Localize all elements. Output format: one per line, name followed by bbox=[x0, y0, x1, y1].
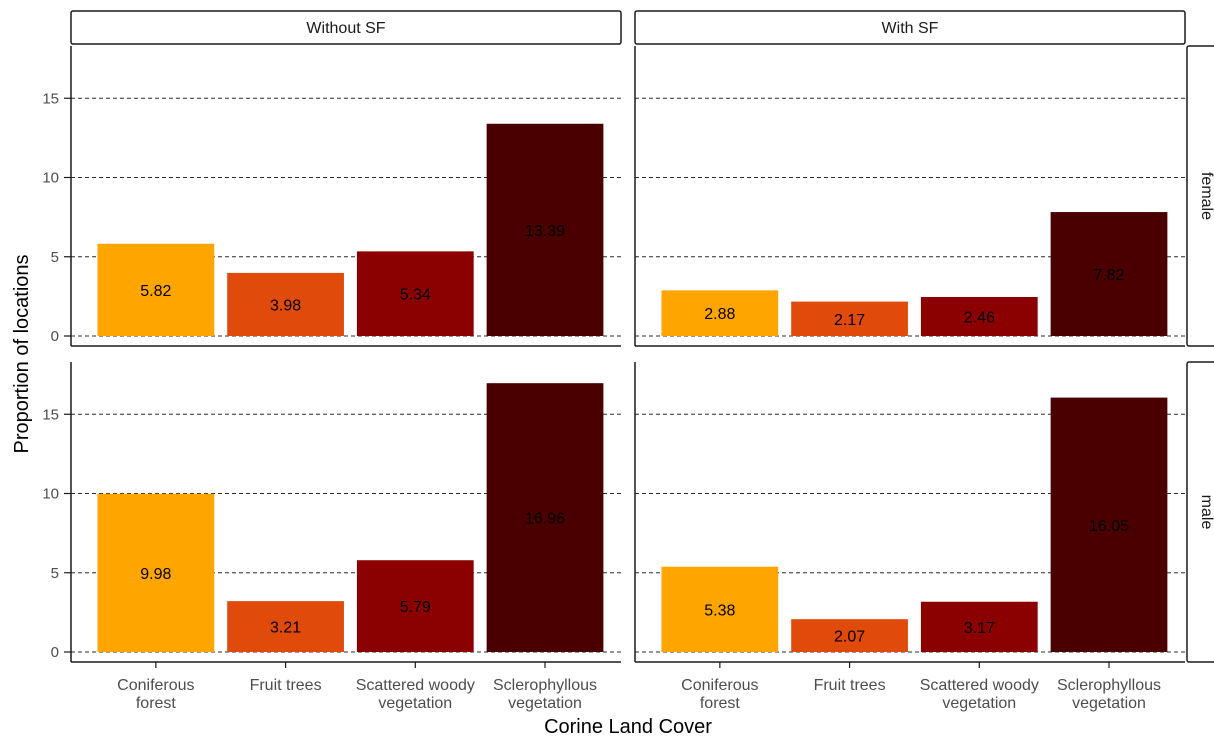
y-tick-label-male-5: 5 bbox=[51, 565, 59, 582]
x-tick-label-with-sf-fruit-trees: Fruit trees bbox=[814, 677, 886, 694]
grid-lines bbox=[71, 97, 1185, 653]
bar-without-sf-male-fruit-trees bbox=[227, 601, 344, 652]
y-tick-label-female-10: 10 bbox=[42, 170, 59, 187]
strip-box-with-sf bbox=[634, 10, 1186, 45]
y-tick-label-male-10: 10 bbox=[42, 486, 59, 503]
x-tick-label-without-sf-coniferous-forest: Coniferous forest bbox=[117, 677, 194, 712]
bar-without-sf-female-coniferous-forest bbox=[97, 243, 215, 336]
bar-with-sf-female-fruit-trees bbox=[791, 301, 908, 336]
data-label-without-sf-female-2: 3.98 bbox=[270, 297, 301, 314]
strip-label-female: female bbox=[1198, 172, 1214, 220]
strip-box-male bbox=[1186, 361, 1214, 663]
bar-without-sf-female-fruit-trees bbox=[227, 272, 344, 336]
y-tick-label-male-15: 15 bbox=[42, 406, 59, 423]
data-label-without-sf-male-4: 16.96 bbox=[525, 511, 565, 528]
data-label-without-sf-female-3: 5.34 bbox=[400, 287, 431, 304]
data-labels: 5.82 3.98 5.34 13.39 2.88 2.17 2.46 7.82 9.98 3.2… bbox=[140, 223, 1129, 646]
data-label-without-sf-male-1: 9.98 bbox=[140, 566, 171, 583]
data-label-with-sf-male-2: 2.07 bbox=[834, 629, 865, 646]
data-label-without-sf-male-2: 3.21 bbox=[270, 620, 301, 637]
y-tick-label-female-5: 5 bbox=[51, 249, 59, 266]
data-label-with-sf-male-3: 3.17 bbox=[964, 620, 995, 637]
bar-without-sf-male-coniferous-forest bbox=[97, 493, 215, 652]
x-axis-title: Corine Land Cover bbox=[544, 716, 712, 738]
bar-without-sf-female-scattered-woody-vegetation bbox=[356, 251, 474, 336]
bars bbox=[97, 123, 1168, 652]
data-label-with-sf-female-3: 2.46 bbox=[964, 310, 995, 327]
y-axis-title: Proportion of locations bbox=[11, 254, 33, 453]
strip-label-without-sf: Without SF bbox=[306, 20, 385, 37]
data-label-with-sf-male-4: 16.05 bbox=[1089, 518, 1129, 535]
x-axis-category-labels: Coniferous forest Fruit trees Scattered woo… bbox=[117, 662, 1161, 712]
strip-box-without-sf bbox=[70, 10, 622, 45]
strip-label-with-sf: With SF bbox=[882, 20, 939, 37]
bar-without-sf-male-scattered-woody-vegetation bbox=[356, 560, 474, 652]
data-label-with-sf-female-2: 2.17 bbox=[834, 312, 865, 329]
x-tick-label-with-sf-coniferous-forest: Coniferous forest bbox=[681, 677, 758, 712]
bar-with-sf-male-sclerophyllous-vegetation bbox=[1050, 397, 1168, 652]
bar-without-sf-female-sclerophyllous-vegetation bbox=[486, 123, 604, 337]
strip-box-female bbox=[1186, 45, 1214, 347]
y-tick-label-male-0: 0 bbox=[51, 644, 59, 661]
data-label-without-sf-female-4: 13.39 bbox=[525, 223, 565, 240]
data-label-with-sf-male-1: 5.38 bbox=[704, 602, 735, 619]
data-label-with-sf-female-1: 2.88 bbox=[704, 306, 735, 323]
data-label-without-sf-female-1: 5.82 bbox=[140, 283, 171, 300]
bar-with-sf-female-coniferous-forest bbox=[661, 290, 779, 336]
data-label-without-sf-male-3: 5.79 bbox=[400, 599, 431, 616]
bar-with-sf-male-scattered-woody-vegetation bbox=[920, 601, 1038, 652]
panel-frames bbox=[70, 46, 1185, 663]
strip-label-male: male bbox=[1198, 495, 1214, 530]
bar-with-sf-male-fruit-trees bbox=[791, 619, 908, 652]
bar-with-sf-female-sclerophyllous-vegetation bbox=[1050, 212, 1168, 336]
x-tick-label-with-sf-scattered-woody-vegetation: Scattered woody vegetation bbox=[920, 677, 1039, 712]
x-tick-label-with-sf-sclerophyllous-vegetation: Sclerophyllous vegetation bbox=[1057, 677, 1161, 712]
bar-with-sf-male-coniferous-forest bbox=[661, 566, 779, 652]
y-tick-label-female-15: 15 bbox=[42, 90, 59, 107]
facet-strips: Without SF With SF female male bbox=[70, 10, 1214, 663]
bar-without-sf-male-sclerophyllous-vegetation bbox=[486, 383, 604, 652]
bar-with-sf-female-scattered-woody-vegetation bbox=[920, 297, 1038, 336]
x-tick-label-without-sf-fruit-trees: Fruit trees bbox=[250, 677, 322, 694]
y-tick-label-female-0: 0 bbox=[51, 328, 59, 345]
x-tick-label-without-sf-scattered-woody-vegetation: Scattered woody vegetation bbox=[356, 677, 475, 712]
x-tick-label-without-sf-sclerophyllous-vegetation: Sclerophyllous vegetation bbox=[493, 677, 597, 712]
data-label-with-sf-female-4: 7.82 bbox=[1093, 267, 1124, 284]
y-axis-ticks: 0 5 10 15 0 5 10 15 bbox=[42, 90, 71, 661]
